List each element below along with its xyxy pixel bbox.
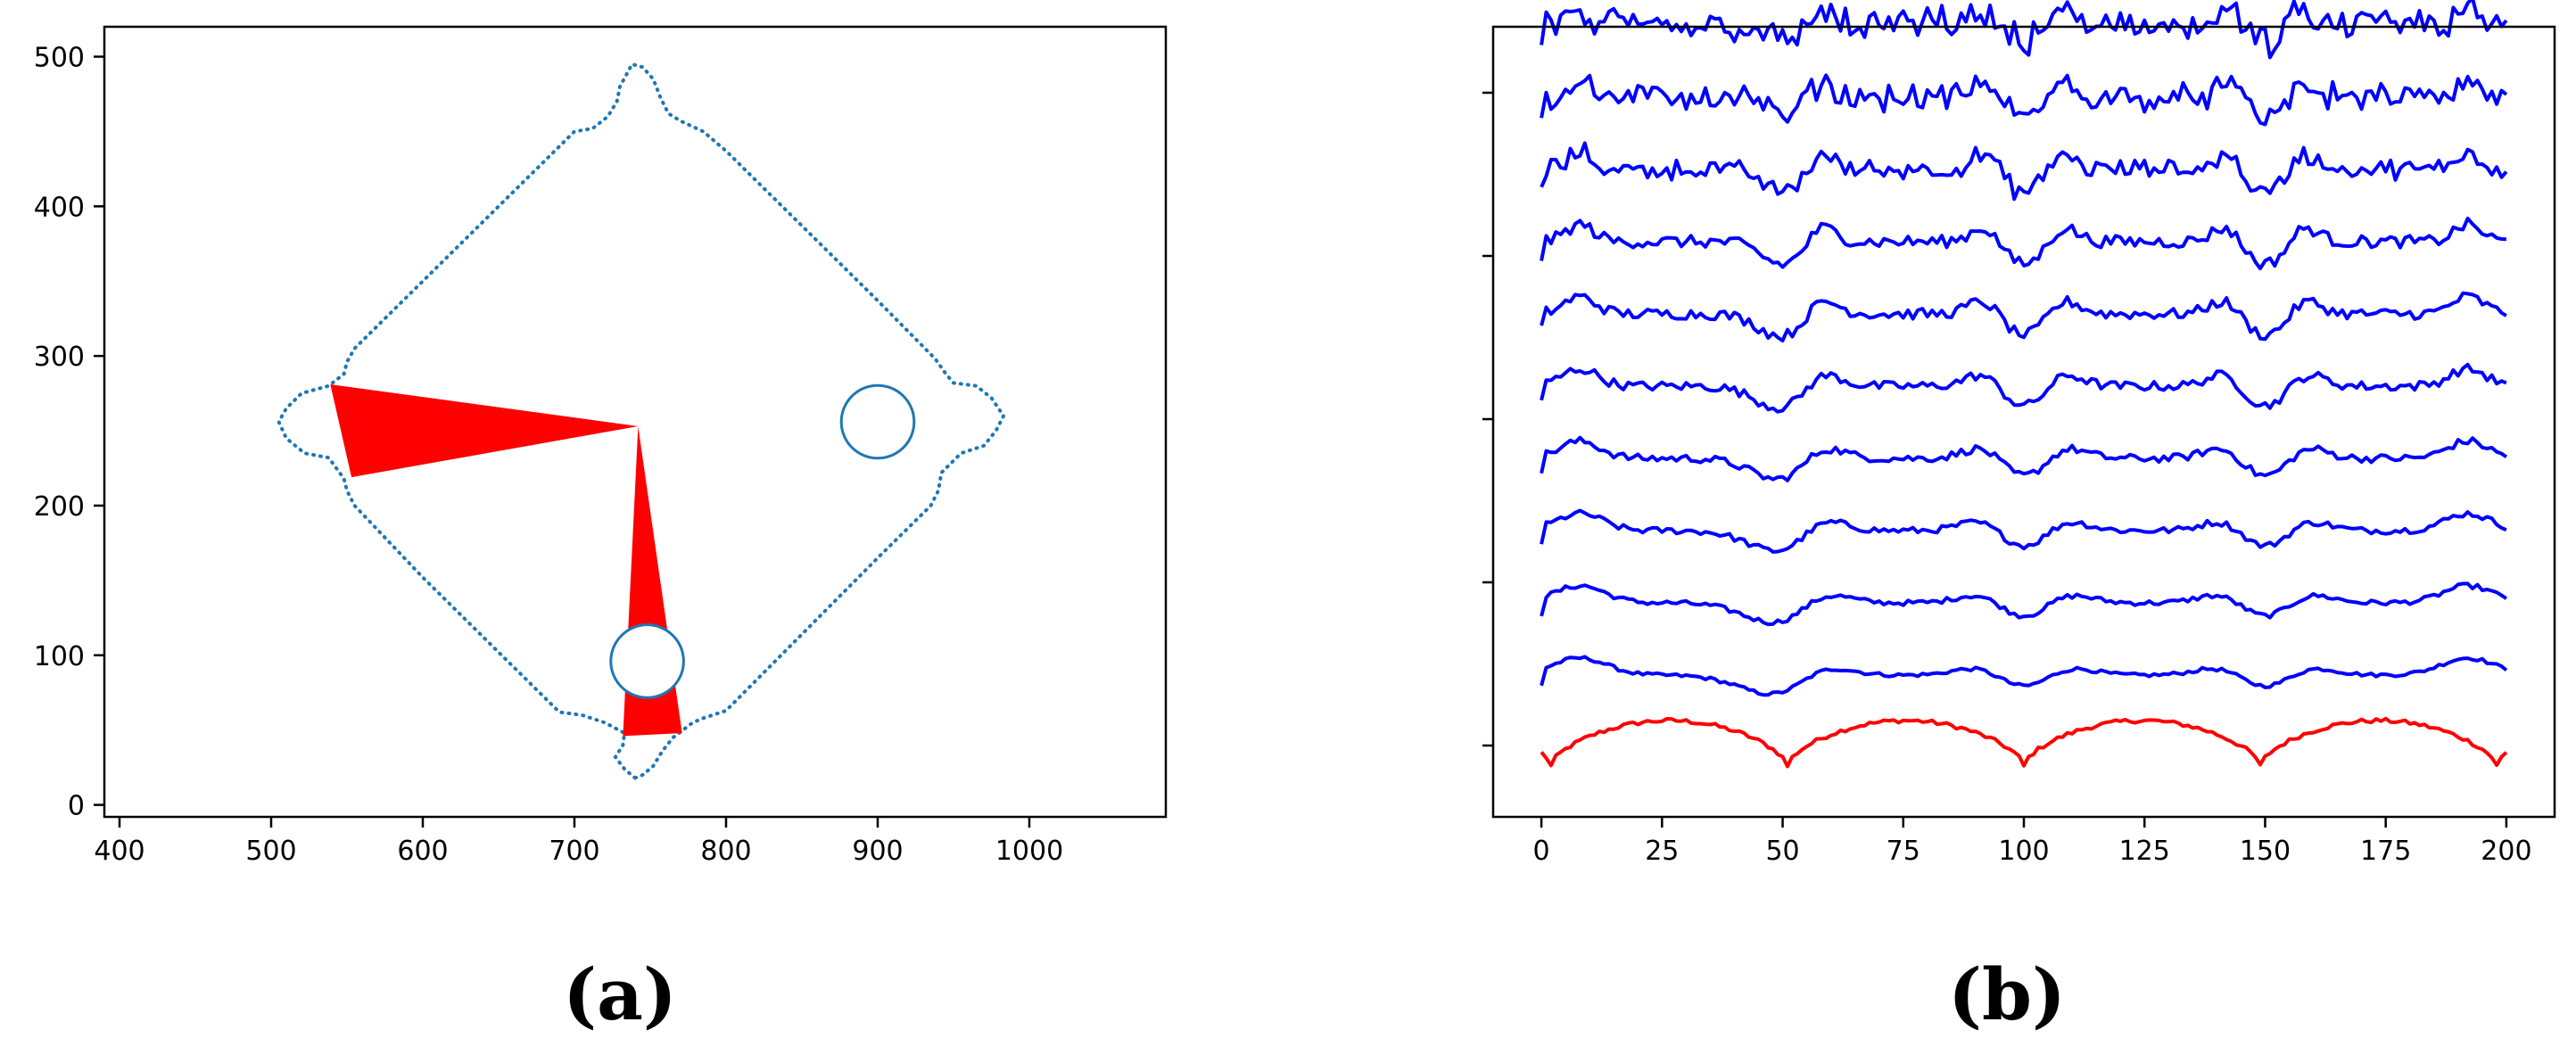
series-line-blue-9 xyxy=(1540,73,2508,127)
series-line-blue-3 xyxy=(1540,508,2507,554)
x-tick-label: 25 xyxy=(1645,836,1679,867)
boundary-dotted-outline xyxy=(277,62,1006,780)
series-line-blue-6 xyxy=(1540,291,2507,342)
panel-b-axes-frame xyxy=(1491,25,2556,819)
x-tick-label: 800 xyxy=(700,836,751,867)
x-tick-label: 175 xyxy=(2360,836,2411,867)
panel-b-plot-content xyxy=(1540,0,2508,769)
panel-a-axes-frame xyxy=(103,25,1168,819)
x-tick-label: 50 xyxy=(1765,836,1799,867)
series-line-blue-10 xyxy=(1540,0,2508,60)
x-tick-label: 500 xyxy=(245,836,296,867)
series-line-blue-8 xyxy=(1540,141,2508,202)
x-tick-label: 0 xyxy=(1533,836,1550,867)
x-tick-label: 150 xyxy=(2240,836,2291,867)
panel-b-label: (b) xyxy=(1948,952,2066,1036)
series-line-blue-1 xyxy=(1540,655,2508,697)
series-line-blue-7 xyxy=(1540,217,2506,271)
x-tick-label: 75 xyxy=(1887,836,1920,867)
panel-a-label: (a) xyxy=(563,952,677,1036)
x-tick-label: 700 xyxy=(549,836,599,867)
y-tick-label: 100 xyxy=(34,641,85,672)
series-line-blue-4 xyxy=(1540,435,2508,482)
circle-obstacle-2 xyxy=(609,623,685,699)
panel-a-y-ticks: 0 100 200 300 400 500 xyxy=(34,43,104,822)
x-tick-label: 200 xyxy=(2481,836,2531,867)
y-tick-label: 300 xyxy=(34,342,85,373)
x-tick-label: 400 xyxy=(94,836,144,867)
series-line-red xyxy=(1540,716,2508,769)
x-tick-label: 100 xyxy=(1998,836,2049,867)
x-tick-label: 600 xyxy=(397,836,448,867)
x-tick-label: 1000 xyxy=(995,836,1063,867)
series-line-blue-2 xyxy=(1540,581,2508,627)
y-tick-label: 200 xyxy=(34,491,85,523)
panel-b: 0 25 50 75 100 125 150 175 200 (b) xyxy=(1482,0,2556,1036)
y-tick-label: 400 xyxy=(34,192,85,223)
y-tick-label: 500 xyxy=(34,43,85,74)
y-tick-label: 0 xyxy=(68,791,85,822)
red-wedge-1 xyxy=(330,384,639,478)
x-tick-label: 900 xyxy=(852,836,903,867)
panel-b-y-ticks xyxy=(1482,91,1493,747)
circle-obstacle-1 xyxy=(839,383,916,460)
panel-a-plot-content xyxy=(277,62,1006,780)
series-line-blue-5 xyxy=(1540,362,2507,414)
panel-b-x-ticks: 0 25 50 75 100 125 150 175 200 xyxy=(1533,817,2532,867)
x-tick-label: 125 xyxy=(2119,836,2170,867)
panel-a-x-ticks: 400 500 600 700 800 900 1000 xyxy=(94,817,1063,867)
panel-a: 400 500 600 700 800 900 1000 0100200300400500 … xyxy=(34,25,1168,1036)
